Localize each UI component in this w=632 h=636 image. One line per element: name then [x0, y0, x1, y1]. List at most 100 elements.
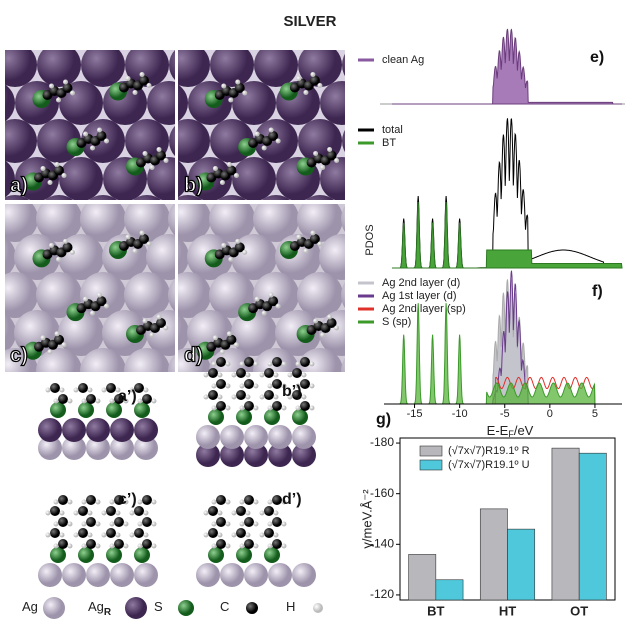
atom [226, 334, 237, 345]
atom [253, 499, 259, 505]
atom [59, 5, 103, 49]
atom [143, 532, 149, 538]
atom [5, 84, 15, 122]
atom [292, 563, 316, 587]
panel-label: d’) [282, 491, 302, 508]
panel-label: e) [590, 49, 604, 66]
atom [221, 242, 227, 248]
atom [292, 409, 308, 425]
atom [104, 303, 109, 309]
atom [139, 234, 149, 244]
atom [244, 425, 268, 449]
atom-legend-label: C [220, 599, 229, 614]
atom [296, 234, 302, 240]
atom [59, 532, 65, 538]
bar [479, 508, 508, 601]
atom [264, 390, 274, 400]
atom [134, 402, 150, 418]
atom [244, 357, 254, 367]
atom [272, 495, 282, 505]
atom [216, 539, 226, 549]
atom [90, 145, 95, 151]
x-tick-label: 5 [592, 408, 598, 420]
atom [59, 387, 65, 393]
atom [309, 383, 315, 389]
side-view [196, 357, 316, 467]
atom [123, 398, 129, 404]
atom [219, 349, 225, 355]
atom [178, 195, 202, 200]
atom [245, 394, 251, 400]
atom [151, 499, 157, 505]
x-label-part: E-E [487, 423, 509, 438]
legend-label: total [382, 124, 403, 136]
atom [253, 383, 259, 389]
atom [272, 379, 282, 389]
atom [86, 495, 96, 505]
atom [245, 372, 251, 378]
atom [168, 278, 175, 312]
atom [236, 390, 246, 400]
atom [142, 495, 152, 505]
atom [178, 600, 194, 616]
atom [327, 314, 333, 320]
atom [81, 521, 87, 527]
atom [49, 242, 54, 248]
atom [208, 409, 224, 425]
atom [132, 90, 138, 95]
atom [5, 313, 16, 353]
atom [78, 506, 88, 516]
atom [87, 532, 93, 538]
atom [104, 138, 109, 144]
atom [86, 517, 96, 527]
x-tick-label: BT [427, 603, 444, 618]
atom [87, 387, 93, 393]
atom [341, 282, 345, 308]
atom [67, 543, 73, 549]
atom [96, 296, 107, 307]
atom [216, 517, 226, 527]
atom [254, 296, 260, 302]
atom [259, 394, 265, 400]
atom [364, 5, 408, 49]
atom [80, 204, 126, 242]
x-tick-label: OT [570, 603, 588, 618]
atom [124, 204, 170, 242]
atom [137, 521, 143, 527]
atom [235, 5, 279, 49]
atom [15, 5, 59, 49]
atom [203, 372, 209, 378]
atom [306, 195, 334, 200]
atom [54, 331, 60, 337]
atom [87, 510, 93, 516]
atom-subscript: R [104, 607, 112, 618]
atom [139, 75, 149, 86]
side-view [38, 495, 158, 587]
atom [86, 539, 96, 549]
atom [81, 543, 87, 549]
atom [123, 521, 129, 527]
atom [86, 418, 110, 442]
atom [146, 83, 152, 88]
atom [38, 418, 62, 442]
atom [244, 443, 268, 467]
atom [5, 195, 29, 200]
atom [90, 310, 95, 316]
legend-label: (√7x√7)R19.1º U [448, 459, 530, 471]
panel-label: b) [184, 174, 203, 196]
atom [36, 348, 82, 372]
atom [281, 521, 287, 527]
x-tick-label: -5 [500, 408, 510, 420]
atom [300, 379, 310, 389]
atom-legend: Ag AgR S C H [22, 597, 323, 619]
atom [212, 335, 218, 341]
atom [62, 418, 86, 442]
atom [208, 506, 218, 516]
atom [97, 127, 102, 133]
atom [132, 248, 138, 254]
atom [196, 425, 220, 449]
atom [232, 5, 276, 49]
atom [239, 499, 245, 505]
panel-label: d) [184, 344, 203, 366]
atom [61, 173, 67, 178]
